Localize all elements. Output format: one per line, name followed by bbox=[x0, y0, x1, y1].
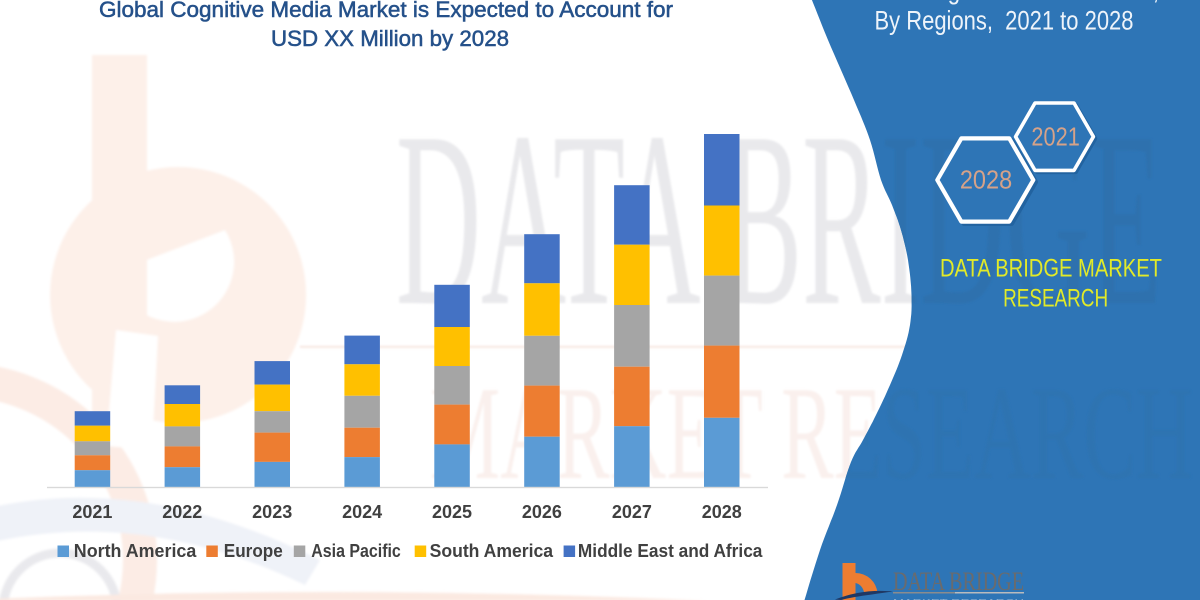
svg-text:DATA BRIDGE: DATA BRIDGE bbox=[893, 567, 1024, 596]
svg-text:Europe: Europe bbox=[224, 541, 283, 561]
svg-text:2022: 2022 bbox=[162, 502, 202, 522]
svg-text:Global Cognitive Media Market,: Global Cognitive Media Market, bbox=[849, 0, 1159, 5]
svg-text:South America: South America bbox=[430, 541, 554, 561]
svg-text:DATA BRIDGE MARKET: DATA BRIDGE MARKET bbox=[940, 255, 1162, 283]
svg-text:2027: 2027 bbox=[612, 502, 652, 522]
svg-text:2021: 2021 bbox=[1031, 121, 1079, 151]
svg-text:Asia Pacific: Asia Pacific bbox=[311, 541, 401, 561]
svg-text:2026: 2026 bbox=[522, 502, 562, 522]
svg-text:Middle East and Africa: Middle East and Africa bbox=[578, 541, 763, 561]
svg-text:Global Cognitive Media Market: Global Cognitive Media Market is Expecte… bbox=[99, 0, 673, 22]
svg-text:USD XX Million by 2028: USD XX Million by 2028 bbox=[271, 26, 509, 51]
svg-text:2025: 2025 bbox=[432, 502, 472, 522]
svg-text:RESEARCH: RESEARCH bbox=[1003, 284, 1108, 312]
svg-text:2024: 2024 bbox=[342, 502, 382, 522]
svg-text:By Regions, 2021 to 2028: By Regions, 2021 to 2028 bbox=[875, 6, 1134, 36]
svg-text:2028: 2028 bbox=[702, 502, 742, 522]
svg-text:2023: 2023 bbox=[252, 502, 292, 522]
svg-text:2021: 2021 bbox=[72, 502, 112, 522]
svg-text:North America: North America bbox=[74, 541, 197, 561]
svg-text:MARKET RESEARCH: MARKET RESEARCH bbox=[893, 597, 1024, 600]
svg-text:2028: 2028 bbox=[960, 165, 1012, 195]
